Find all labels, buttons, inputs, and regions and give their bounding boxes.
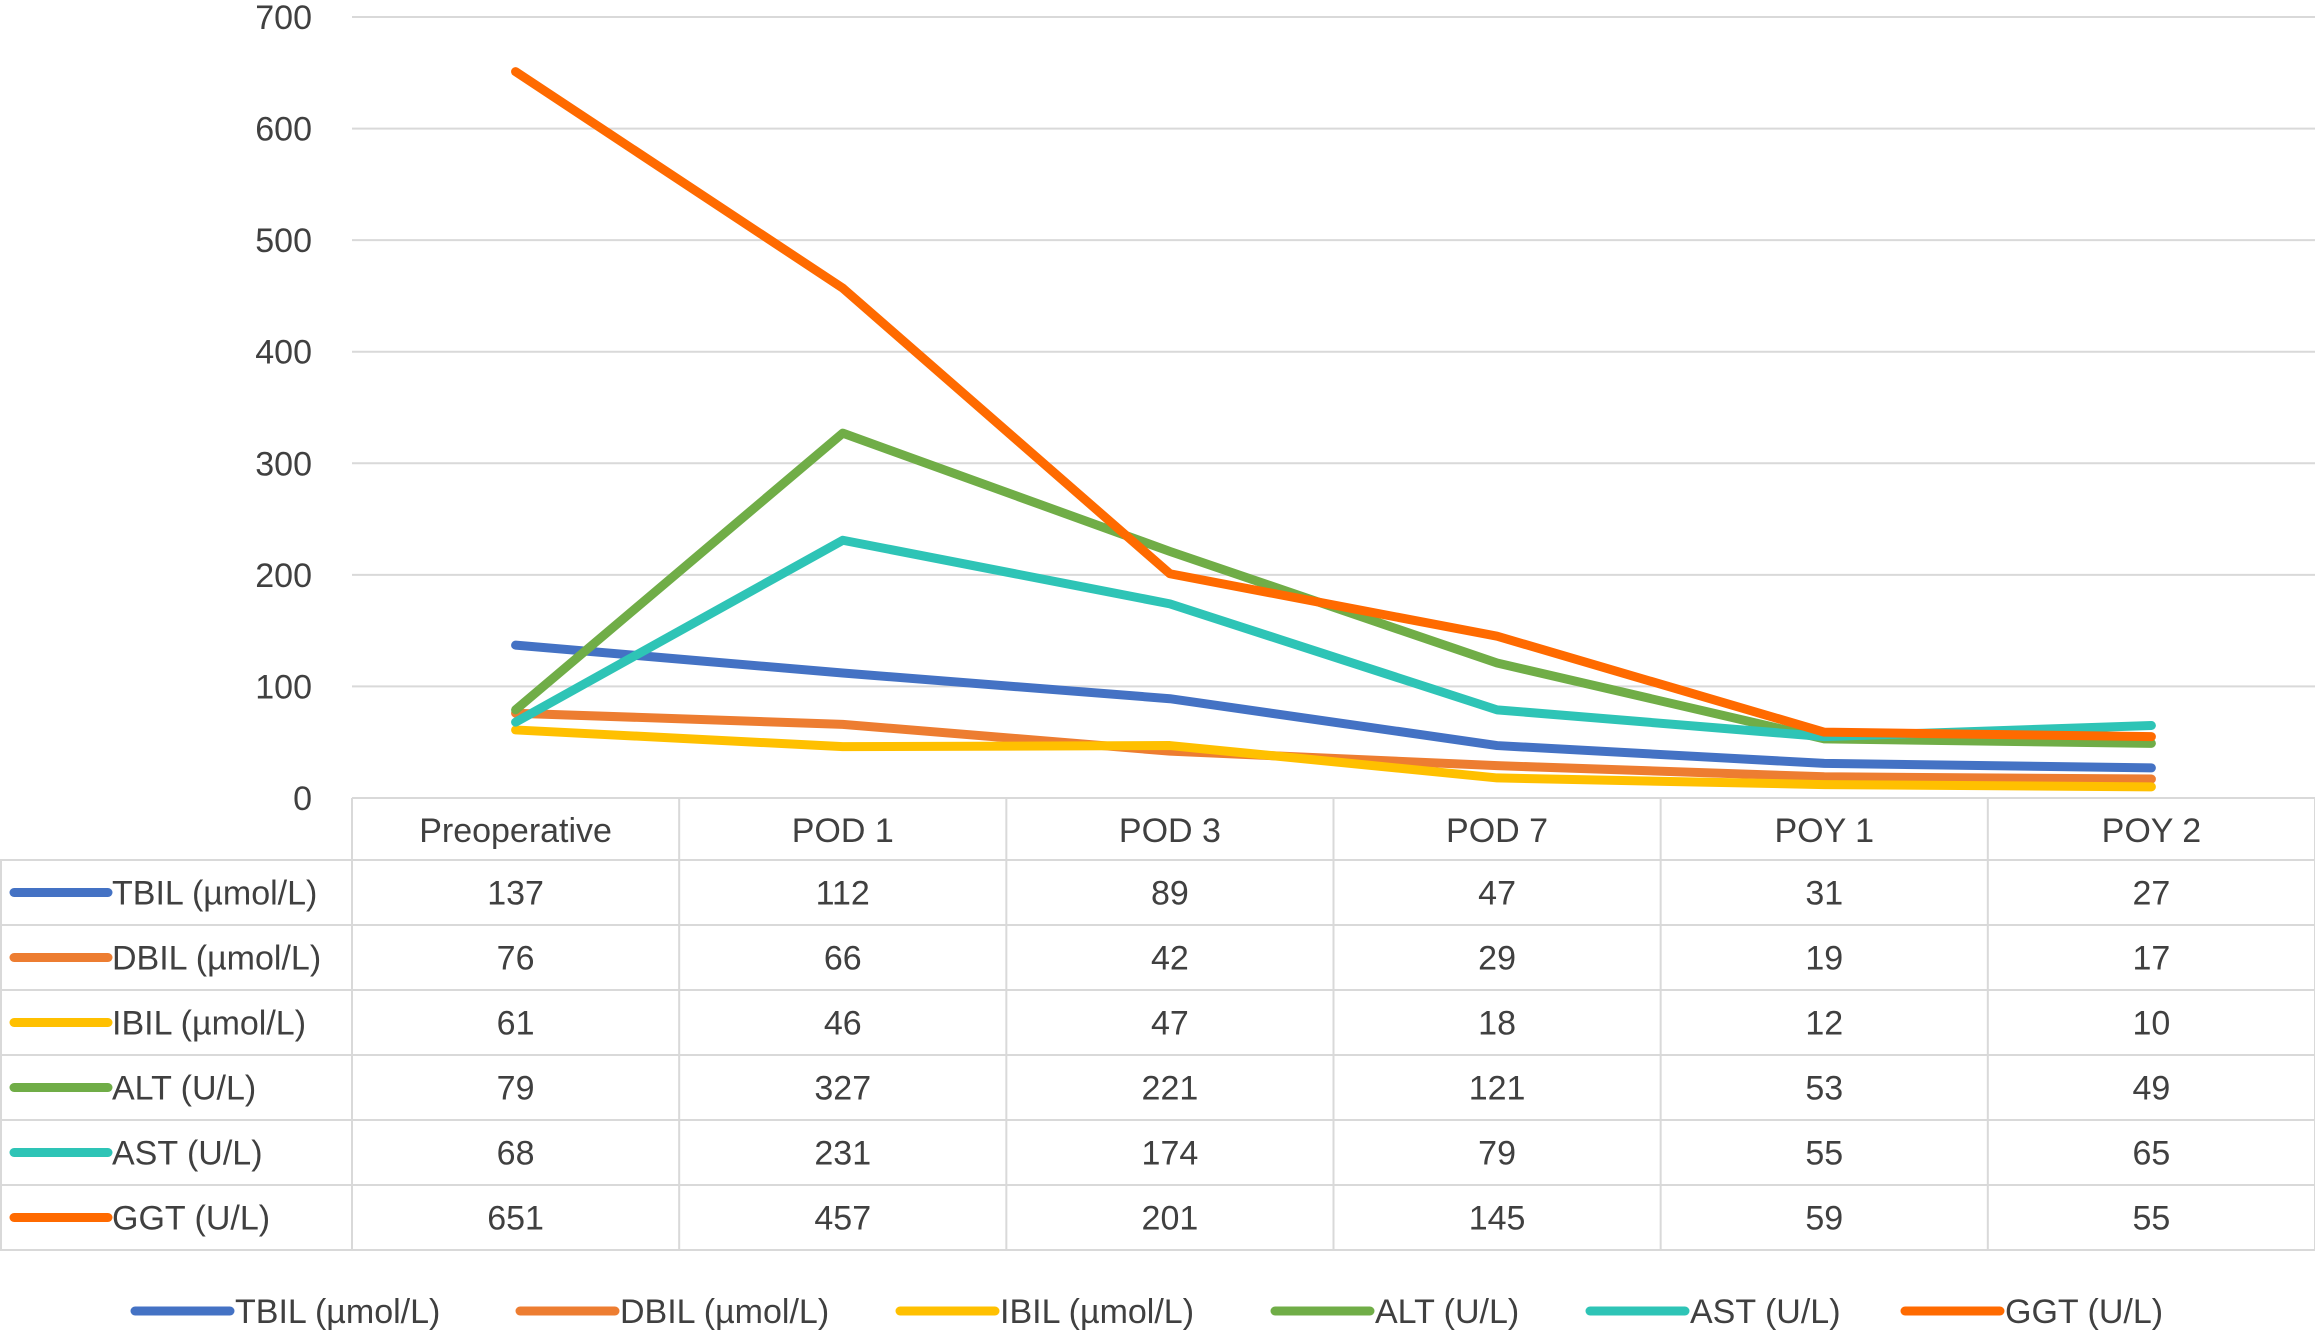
table-cell-value: 68	[497, 1135, 535, 1173]
table-series-name: AST (U/L)	[112, 1135, 263, 1173]
y-tick-label: 0	[293, 780, 312, 818]
x-category-label: POY 2	[2102, 812, 2202, 850]
y-tick-label: 100	[255, 668, 312, 706]
legend-label: ALT (U/L)	[1375, 1293, 1519, 1331]
table-cell-value: 55	[2133, 1200, 2171, 1238]
table-cell-value: 42	[1151, 940, 1189, 978]
y-tick-label: 200	[255, 557, 312, 595]
table-cell-value: 17	[2133, 940, 2171, 978]
series-line	[511, 67, 2156, 742]
series-line	[511, 640, 2156, 773]
y-tick-label: 300	[255, 445, 312, 483]
table-cell-value: 221	[1142, 1070, 1199, 1108]
x-category-label: Preoperative	[419, 812, 612, 850]
legend-label: AST (U/L)	[1690, 1293, 1841, 1331]
series-line	[511, 535, 2156, 742]
table-cell-value: 145	[1469, 1200, 1526, 1238]
y-axis: 0 100 200 300 400 500 600 700	[255, 0, 312, 818]
table-cell-value: 12	[1805, 1005, 1843, 1043]
legend-label: TBIL (µmol/L)	[235, 1293, 440, 1331]
x-category-label: POY 1	[1774, 812, 1874, 850]
legend: TBIL (µmol/L) DBIL (µmol/L) IBIL (µmol/L) A…	[130, 1293, 2163, 1331]
series-lines	[511, 67, 2156, 792]
y-tick-label: 600	[255, 111, 312, 149]
table-cell-value: 121	[1469, 1070, 1526, 1108]
table-series-name: ALT (U/L)	[112, 1070, 256, 1108]
table-cell-value: 174	[1142, 1135, 1199, 1173]
table-cell-value: 112	[816, 875, 870, 913]
legend-label: DBIL (µmol/L)	[620, 1293, 829, 1331]
table-cell-value: 47	[1478, 875, 1516, 913]
table-series-name: TBIL (µmol/L)	[112, 875, 317, 913]
table-cell-value: 55	[1805, 1135, 1843, 1173]
table-cell-value: 47	[1151, 1005, 1189, 1043]
table-cell-value: 29	[1478, 940, 1516, 978]
table-cell-value: 231	[814, 1135, 871, 1173]
table-cell-value: 457	[814, 1200, 871, 1238]
table-cell-value: 79	[497, 1070, 535, 1108]
table-cell-value: 651	[487, 1200, 544, 1238]
table-cell-value: 27	[2133, 875, 2171, 913]
table-cell-value: 76	[497, 940, 535, 978]
table-cell-value: 137	[487, 875, 544, 913]
table-series-name: GGT (U/L)	[112, 1200, 270, 1238]
table-cell-value: 10	[2133, 1005, 2171, 1043]
table-cell-value: 19	[1805, 940, 1843, 978]
table-cell-value: 31	[1805, 875, 1843, 913]
table-cell-value: 65	[2133, 1135, 2171, 1173]
y-tick-label: 400	[255, 334, 312, 372]
table-cell-value: 18	[1478, 1005, 1516, 1043]
x-category-label: POD 1	[792, 812, 894, 850]
y-tick-label: 500	[255, 222, 312, 260]
table-cell-value: 59	[1805, 1200, 1843, 1238]
x-category-label: POD 7	[1446, 812, 1548, 850]
table-cell-value: 327	[814, 1070, 871, 1108]
series-line	[511, 725, 2156, 792]
table-cell-value: 46	[824, 1005, 862, 1043]
table-cell-value: 49	[2133, 1070, 2171, 1108]
table-series-name: DBIL (µmol/L)	[112, 940, 321, 978]
legend-label: GGT (U/L)	[2005, 1293, 2163, 1331]
table-series-name: IBIL (µmol/L)	[112, 1005, 306, 1043]
table-cell-value: 79	[1478, 1135, 1516, 1173]
table-cell-value: 201	[1142, 1200, 1199, 1238]
table-cell-value: 89	[1151, 875, 1189, 913]
y-tick-label: 700	[255, 0, 312, 37]
gridlines	[352, 16, 2315, 688]
data-table: Preoperative POD 1 POD 3 POD 7 POY 1 POY 2 TBI…	[0, 797, 2315, 1251]
table-cell-value: 66	[824, 940, 862, 978]
x-category-label: POD 3	[1119, 812, 1221, 850]
legend-label: IBIL (µmol/L)	[1000, 1293, 1194, 1331]
table-cell-value: 53	[1805, 1070, 1843, 1108]
table-cell-value: 61	[497, 1005, 535, 1043]
